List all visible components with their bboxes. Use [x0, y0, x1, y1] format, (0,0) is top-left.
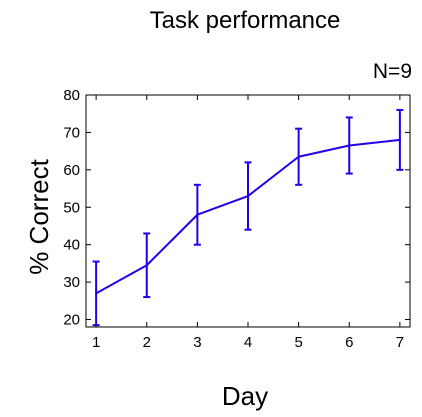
data-point	[94, 292, 98, 295]
y-tick-label: 40	[63, 237, 80, 254]
y-tick-label: 50	[63, 199, 80, 216]
chart-title: Task performance	[150, 7, 341, 34]
data-point	[246, 194, 250, 198]
y-tick-label: 70	[63, 124, 80, 141]
y-axis: 20 30 40 50 60 70 80	[63, 87, 410, 329]
y-tick-label: 30	[63, 274, 80, 291]
data-point	[348, 144, 351, 147]
error-bar	[345, 116, 353, 175]
data-point	[145, 264, 148, 267]
x-tick-label: 6	[345, 334, 353, 351]
sample-size-annotation: N=9	[373, 60, 412, 83]
data-point	[297, 155, 300, 158]
x-tick-label: 1	[92, 334, 100, 351]
data-point	[196, 213, 199, 216]
y-axis-label: % Correct	[24, 158, 54, 274]
x-tick-label: 7	[396, 334, 404, 351]
x-axis-label: Day	[222, 381, 268, 411]
x-tick-label: 5	[294, 334, 302, 351]
data-point	[398, 138, 402, 142]
x-tick-label: 4	[244, 334, 252, 351]
series-layer	[92, 108, 404, 327]
y-tick-label: 80	[63, 87, 80, 104]
error-bar	[92, 260, 100, 327]
y-tick-label: 60	[63, 162, 80, 179]
x-tick-label: 3	[193, 334, 201, 351]
error-bar	[295, 127, 303, 186]
y-tick-label: 20	[63, 312, 80, 329]
error-bar	[244, 161, 252, 231]
x-axis: 1 2 3 4 5 6 7	[92, 95, 404, 351]
error-bar	[193, 183, 201, 246]
error-bar	[143, 232, 151, 299]
x-tick-label: 2	[143, 334, 151, 351]
error-bar	[396, 108, 404, 171]
